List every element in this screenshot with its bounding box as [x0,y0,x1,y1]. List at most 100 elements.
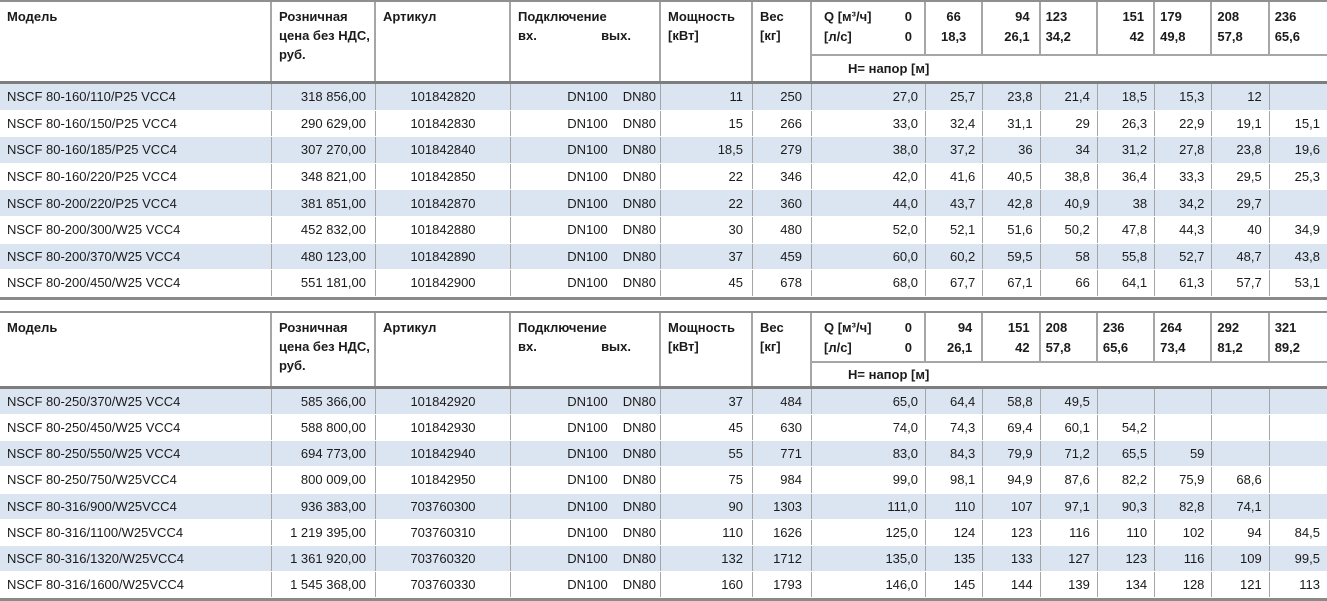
cell-connection-in: DN100 [567,222,608,238]
cell-connection: DN100 DN80 [511,388,661,414]
cell-head-value: 102 [1155,519,1213,545]
cell-head-value: 31,1 [983,110,1041,137]
cell-article: 703760320 [376,545,511,572]
cell-head-value: 66 [1041,270,1098,296]
cell-head-value [1155,388,1213,414]
header-q-col: 66 18,3 [926,2,984,54]
header-connection-in: вх. [518,338,537,354]
header-q-col: 94 26,1 [926,312,984,361]
cell-head-value: 71,2 [1040,441,1098,467]
cell-head-value [1269,190,1327,216]
header-price: Розничная цена без НДС, руб. [272,2,376,81]
cell-model: NSCF 80-250/370/W25 VCC4 [0,388,272,414]
cell-head-value: 145 [926,572,984,598]
cell-head-value [1270,467,1327,492]
cell-head-value: 37,2 [926,137,984,163]
table-row: NSCF 80-316/1600/W25VCC4 1 545 368,00 7037… [0,572,1327,599]
cell-head-value: 33,0 [812,110,926,137]
cell-head-value: 60,1 [1041,414,1098,441]
cell-head-value: 34,2 [1155,190,1213,216]
cell-head-value: 110 [926,493,984,519]
header-connection: Подключение вх. вых. [511,2,661,81]
cell-power: 37 [661,243,753,270]
header-q-zero: Q [м³/ч] 0 [л/с] 0 [812,2,926,54]
cell-article: 101842880 [376,216,511,243]
cell-head-value: 40,9 [1040,190,1098,216]
cell-power: 75 [661,467,753,493]
cell-head-value: 128 [1155,572,1213,598]
cell-model: NSCF 80-316/1600/W25VCC4 [0,572,272,598]
cell-head-value: 121 [1212,572,1270,598]
cell-head-value: 36 [983,137,1041,163]
cell-weight: 678 [753,270,812,296]
header-connection-out: вых. [601,338,631,354]
header-connection-in: вх. [518,28,537,43]
cell-price: 936 383,00 [272,493,376,519]
cell-price: 480 123,00 [272,243,376,270]
cell-price: 800 009,00 [272,467,376,493]
cell-model: NSCF 80-200/220/P25 VCC4 [0,190,272,216]
cell-head-value: 53,1 [1294,275,1320,291]
cell-head-value: 29,5 [1212,163,1270,190]
cell-connection: DN100 DN80 [511,84,661,110]
cell-weight: 1712 [753,545,812,572]
cell-head-value: 51,6 [983,216,1041,243]
header-q-col: 179 49,8 [1155,2,1213,54]
cell-head-value: 139 [1041,572,1098,598]
cell-model: NSCF 80-160/220/P25 VCC4 [0,163,272,190]
cell-head-value: 123 [983,519,1041,545]
cell-head-value: 67,1 [983,270,1041,296]
cell-power: 45 [661,414,753,441]
cell-power: 15 [661,110,753,137]
table-row: NSCF 80-160/150/P25 VCC4 290 629,00 101842… [0,110,1327,138]
cell-head-value: 94 [1212,519,1270,545]
table-2-header: Модель Розничная цена без НДС, руб. Арти… [0,310,1327,389]
cell-connection: DN100 DN80 [511,519,661,545]
cell-head-value: 135 [926,545,984,572]
cell-price: 318 856,00 [272,84,376,110]
cell-head-value: 58 [1040,243,1098,270]
cell-model: NSCF 80-160/110/P25 VCC4 [0,84,272,110]
cell-connection-out: DN80 [622,446,656,462]
table-row: NSCF 80-250/750/W25VCC4 800 009,00 1018429… [0,467,1327,494]
cell-head-value: 41,6 [926,163,984,190]
cell-head-value: 60,0 [812,243,926,270]
cell-head-value: 15,3 [1155,84,1213,110]
cell-head-value: 21,4 [1040,84,1098,110]
cell-model: NSCF 80-200/450/W25 VCC4 [0,270,272,296]
cell-price: 307 270,00 [272,137,376,163]
cell-connection-out: DN80 [622,524,656,540]
cell-head-value: 40,5 [983,163,1041,190]
cell-connection-out: DN80 [622,393,656,409]
cell-price: 588 800,00 [272,414,376,441]
cell-head-value: 116 [1041,519,1098,545]
cell-weight: 266 [753,110,812,137]
cell-head-value [1270,415,1327,440]
cell-head-value [1212,414,1270,441]
cell-connection: DN100 DN80 [511,137,661,163]
cell-connection-out: DN80 [622,420,656,436]
cell-power: 22 [661,190,753,216]
cell-head-value: 116 [1155,545,1213,572]
cell-connection-in: DN100 [567,195,608,211]
cell-head-value: 29,7 [1212,190,1270,216]
header-weight: Вес [кг] [753,312,812,386]
cell-connection-in: DN100 [567,169,608,185]
cell-article: 101842820 [376,84,511,110]
header-connection: Подключение вх. вых. [511,312,661,386]
table-1-header: Модель Розничная цена без НДС, руб. Арти… [0,0,1327,84]
cell-connection: DN100 DN80 [511,243,661,270]
cell-head-value: 38,0 [812,137,926,163]
cell-head-value: 133 [983,545,1041,572]
header-q-col: 151 42 [1098,2,1156,54]
table-row: NSCF 80-200/450/W25 VCC4 551 181,00 101842… [0,270,1327,297]
table-row: NSCF 80-250/370/W25 VCC4 585 366,00 101842… [0,388,1327,415]
table-row: NSCF 80-200/370/W25 VCC4 480 123,00 101842… [0,243,1327,271]
table-row: NSCF 80-316/1100/W25VCC4 1 219 395,00 7037… [0,519,1327,546]
cell-head-value: 125,0 [812,519,926,545]
cell-connection: DN100 DN80 [511,414,661,441]
cell-head-value [1155,414,1213,441]
cell-weight: 1793 [753,572,812,598]
cell-power: 37 [661,388,753,414]
